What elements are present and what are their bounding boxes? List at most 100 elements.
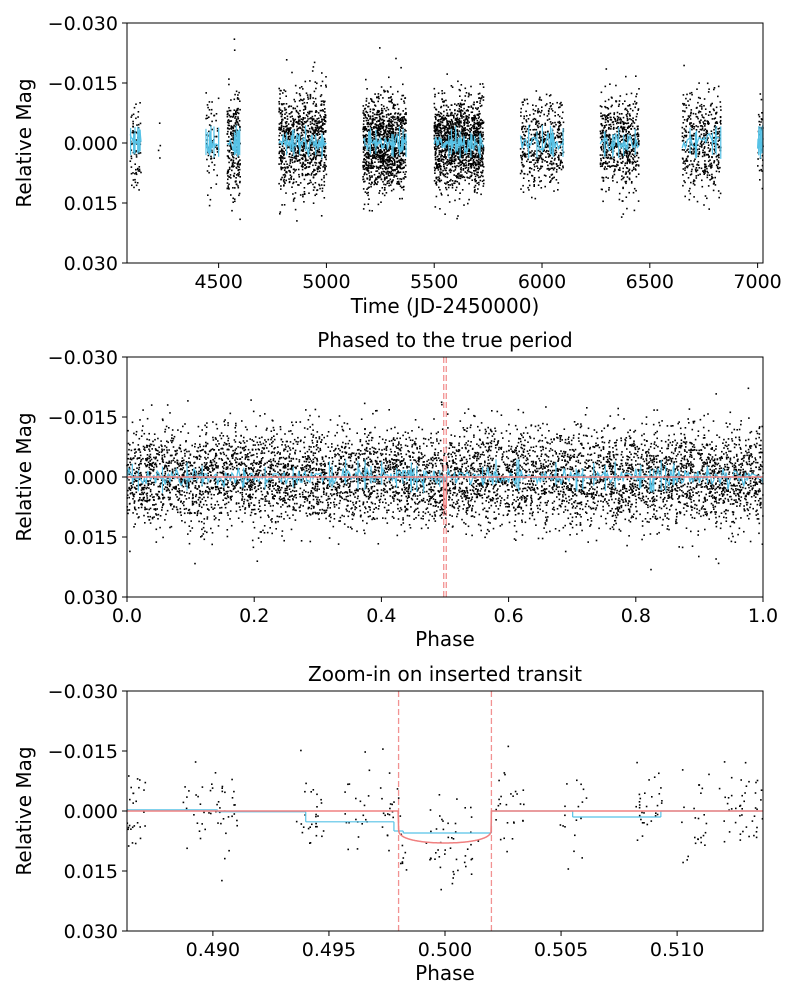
observation-point [290, 131, 292, 134]
observation-point [282, 119, 284, 121]
observation-point [287, 138, 289, 141]
observation-point [468, 149, 471, 151]
observation-point [600, 145, 603, 148]
observation-point [438, 158, 440, 160]
observation-point [292, 200, 295, 202]
observation-point [478, 156, 480, 159]
observation-point [321, 127, 323, 129]
observation-point [520, 107, 522, 110]
observation-point [313, 137, 315, 139]
observation-point [380, 134, 383, 136]
observation-point [239, 108, 241, 111]
observation-point [299, 120, 301, 122]
observation-point [367, 149, 370, 152]
observation-point [376, 170, 379, 172]
observation-point [231, 169, 233, 172]
observation-point [528, 180, 530, 182]
observation-point [543, 149, 546, 152]
observation-point [605, 176, 607, 179]
observation-point [465, 134, 467, 137]
observation-point [404, 119, 407, 122]
observation-point [230, 99, 232, 101]
observation-point [372, 148, 374, 151]
observation-point [449, 114, 452, 117]
observation-point [481, 135, 484, 137]
observation-point [532, 159, 534, 161]
observation-point [208, 130, 210, 133]
observation-point [538, 143, 540, 146]
observation-point [232, 197, 234, 200]
observation-point [314, 161, 316, 164]
observation-point [541, 161, 544, 163]
observation-point [442, 127, 444, 129]
observation-point [438, 151, 441, 154]
observation-point [477, 117, 480, 120]
observation-point [433, 180, 436, 182]
observation-point [377, 95, 380, 98]
observation-point [523, 98, 526, 101]
observation-point [469, 131, 472, 133]
observation-point [373, 113, 376, 116]
observation-point [325, 165, 327, 168]
observation-point [382, 161, 385, 164]
observation-point [375, 177, 377, 179]
observation-point [601, 132, 603, 134]
observation-point [549, 102, 551, 104]
observation-point [237, 165, 239, 167]
observation-point [636, 135, 639, 138]
observation-point [374, 182, 377, 185]
observation-point [316, 167, 318, 170]
observation-point [372, 146, 374, 149]
observation-point [483, 179, 485, 182]
observation-point [455, 149, 458, 151]
observation-point [378, 110, 380, 112]
observation-point [559, 102, 561, 105]
observation-point [309, 131, 312, 134]
observation-point [230, 194, 232, 196]
observation-point [521, 126, 523, 128]
observation-point [452, 127, 454, 129]
observation-point [471, 117, 473, 119]
observation-point [237, 116, 239, 118]
observation-point [379, 152, 381, 154]
observation-point [463, 119, 465, 122]
observation-point [461, 156, 464, 159]
observation-point [611, 97, 613, 99]
observation-point [237, 163, 240, 165]
observation-point [447, 194, 449, 197]
observation-point [454, 165, 457, 168]
observation-point [435, 129, 437, 132]
observation-point [458, 126, 461, 128]
observation-point [526, 160, 528, 163]
observation-point [608, 124, 610, 126]
observation-point [435, 161, 437, 164]
observation-point [237, 117, 240, 120]
observation-point [303, 144, 305, 146]
observation-point [632, 121, 635, 123]
observation-point [468, 160, 470, 162]
observation-point [385, 128, 387, 131]
observation-point [283, 103, 285, 105]
observation-point [625, 149, 627, 151]
observation-point [539, 168, 541, 170]
observation-point [216, 148, 219, 151]
observation-point [445, 118, 448, 120]
observation-point [624, 134, 626, 137]
observation-point [373, 152, 375, 154]
observation-point [375, 178, 377, 181]
observation-point [324, 167, 326, 169]
observation-point [130, 143, 133, 146]
observation-point [309, 80, 311, 82]
observation-point [527, 158, 529, 161]
observation-point [616, 119, 619, 121]
observation-point [600, 91, 603, 94]
observation-point [459, 148, 462, 151]
observation-point [605, 129, 608, 132]
observation-point [479, 176, 482, 178]
observation-point [307, 140, 309, 142]
observation-point [322, 166, 324, 168]
observation-point [635, 164, 638, 166]
observation-point [301, 149, 303, 151]
observation-point [296, 150, 299, 153]
observation-point [544, 122, 546, 125]
